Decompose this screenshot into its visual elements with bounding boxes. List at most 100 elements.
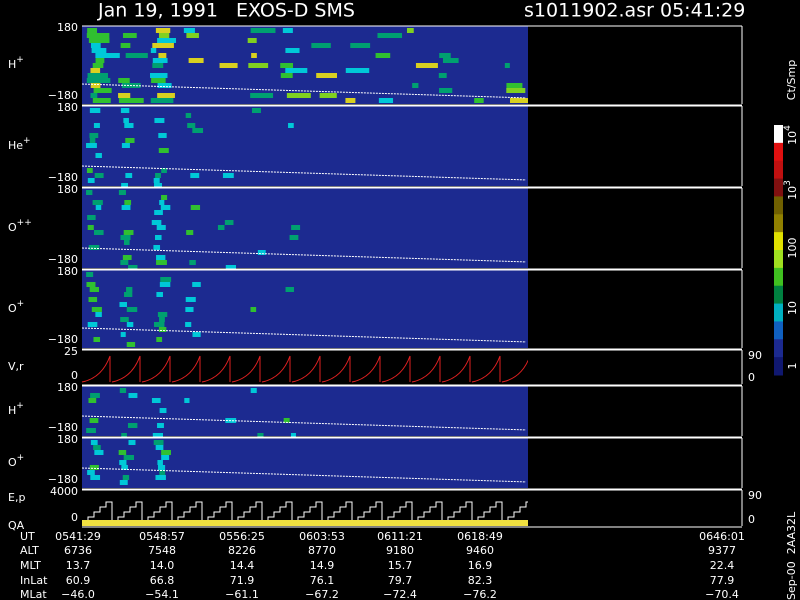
row-cell: 82.3 — [468, 574, 493, 587]
tick-label: 180 — [57, 183, 78, 196]
panel-label-sup: + — [16, 401, 24, 411]
spectrum-cell — [86, 190, 93, 195]
colorbar-segment — [774, 142, 783, 162]
spectrum-cell — [151, 220, 162, 225]
spectrum-cell — [185, 297, 196, 302]
blank-area — [528, 386, 742, 436]
spectrum-cell — [219, 63, 238, 68]
panel-label-base: O — [8, 302, 17, 315]
row-name: MLT — [20, 559, 41, 572]
spectrum-cell — [161, 168, 167, 173]
trace-line — [81, 467, 527, 483]
spectrum-cell — [126, 322, 134, 327]
row-cell: 71.9 — [230, 574, 255, 587]
row-cell: −46.0 — [61, 588, 95, 600]
stamp: Sep-00 2AA32L — [785, 511, 798, 600]
row-cell: 77.9 — [710, 574, 735, 587]
spectrum-cell — [86, 33, 110, 38]
colorbar-segment — [774, 125, 783, 144]
spectrum-cell — [152, 433, 164, 438]
spectrum-cell — [156, 337, 163, 342]
spectrum-cell — [159, 317, 165, 322]
colorbar-label: 1 — [786, 363, 799, 370]
spectrum-cell — [95, 153, 102, 158]
panel-label-sup: + — [23, 136, 31, 146]
blank-area — [528, 188, 742, 268]
row-cell: 9377 — [708, 544, 736, 557]
row-cell: 14.9 — [310, 559, 335, 572]
spectrum-cell — [90, 83, 101, 88]
spectrum-cell — [506, 88, 526, 93]
row-cell: 0646:01 — [699, 530, 745, 543]
spectrum-cell — [157, 465, 166, 470]
row-cell: 76.1 — [310, 574, 335, 587]
spectrum-cell — [87, 322, 98, 327]
spectrum-cell — [439, 53, 451, 58]
plot-area — [82, 270, 528, 348]
row-cell: 15.7 — [388, 559, 413, 572]
spectrum-cell — [157, 460, 163, 465]
colorbar-segment — [774, 160, 783, 180]
spectrum-cell — [89, 108, 101, 113]
spectrum-cell — [125, 53, 148, 58]
colorbar-segment — [774, 232, 783, 251]
trace-line — [81, 327, 527, 343]
spectrum-cell — [88, 245, 100, 250]
blank-area — [528, 26, 742, 104]
spectrum-cell — [158, 148, 169, 153]
spectrum-cell — [122, 475, 130, 480]
panel-label-base: O — [8, 456, 17, 469]
spectrum-cell — [152, 43, 174, 48]
spectrum-cell — [118, 190, 126, 195]
spectrum-cell — [159, 408, 167, 413]
spectrum-cell — [225, 265, 237, 270]
spectrum-cell — [122, 255, 132, 260]
spectrum-cell — [154, 210, 163, 215]
spectrum-cell — [92, 200, 103, 205]
spectrum-cell — [121, 143, 130, 148]
spectrum-cell — [375, 53, 391, 58]
spectrum-cell — [280, 63, 294, 68]
spectrum-cell — [290, 433, 296, 438]
colorbar-label-base: 10 — [786, 186, 799, 200]
file-name: s1011902.asr — [524, 0, 654, 22]
row-cell: 7548 — [148, 544, 176, 557]
spectrum-cell — [86, 428, 96, 433]
trace-line — [81, 415, 527, 431]
spectrum-cell — [91, 48, 107, 53]
colorbar-segment — [774, 303, 783, 322]
spectrum-cell — [439, 88, 453, 93]
spectrum-cell — [120, 317, 129, 322]
spectrum-cell — [158, 327, 167, 332]
spectrum-cell — [186, 230, 194, 235]
spectrum-cell — [86, 282, 96, 287]
spectrum-cell — [87, 470, 95, 475]
tick-label: −180 — [48, 421, 78, 434]
spectrum-cell — [157, 38, 177, 43]
colorbar-label-base: 1 — [786, 363, 799, 370]
spectrum-cell — [93, 337, 101, 342]
spectrum-cell — [87, 178, 95, 183]
colorbar-label-base: 10 — [786, 131, 799, 145]
row-cell: 0541:29 — [55, 530, 101, 543]
spectrum-cell — [153, 440, 164, 445]
spectrum-cell — [161, 455, 170, 460]
row-cell: 13.7 — [66, 559, 91, 572]
spectrum-cell — [406, 28, 414, 33]
spectrum-cell — [125, 173, 133, 178]
spectrum-cell — [87, 215, 96, 220]
spectrum-cell — [316, 73, 337, 78]
spectrum-cell — [126, 307, 138, 312]
spectrum-cell — [127, 423, 138, 428]
panel-label: He+ — [8, 136, 31, 153]
spectrum-cell — [120, 332, 126, 337]
qa-bar — [82, 520, 528, 526]
spectrum-cell — [251, 108, 261, 113]
spectrum-cell — [95, 312, 102, 317]
spectrum-cell — [89, 138, 96, 143]
spectrum-cell — [94, 450, 104, 455]
row-cell: 14.4 — [230, 559, 255, 572]
row-cell: 8226 — [228, 544, 256, 557]
spectrum-cell — [93, 123, 100, 128]
